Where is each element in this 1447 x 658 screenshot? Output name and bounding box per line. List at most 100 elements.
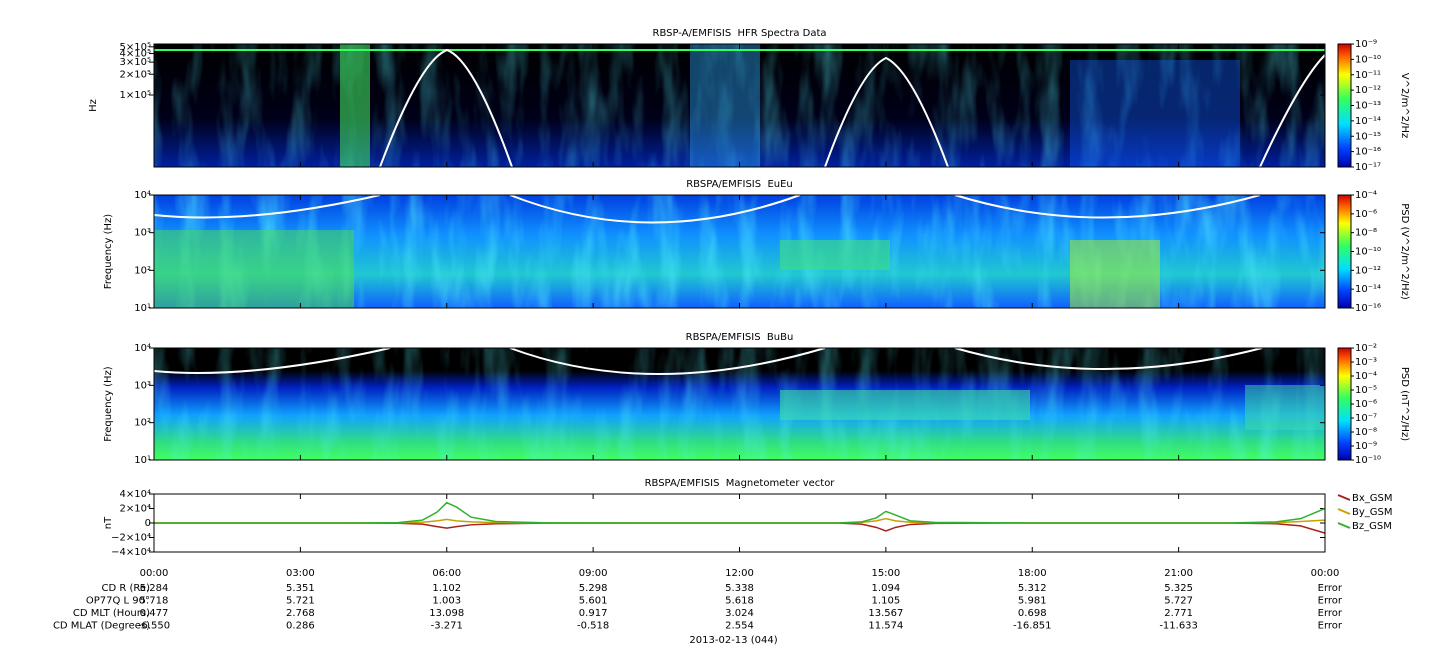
colorbar-tick-label: 10⁻⁷ (1355, 413, 1377, 424)
y-axis-label: Frequency (Hz) (103, 366, 114, 442)
x-tick-label: 15:00 (871, 568, 900, 579)
colorbar-tick-label: 10⁻¹² (1355, 265, 1381, 276)
cell: 2.771 (1164, 608, 1193, 619)
cell: 5.312 (1018, 583, 1047, 594)
x-tick-label: 18:00 (1018, 568, 1047, 579)
cell: 11.574 (868, 621, 903, 632)
colorbar-label: PSD (nT^2/Hz) (1399, 367, 1410, 441)
panel-title: RBSPA/EMFISIS EuEu (686, 179, 793, 190)
cell: 5.981 (1018, 596, 1047, 607)
colorbar-tick-label: 10⁻¹⁶ (1355, 303, 1381, 314)
cell: -11.633 (1159, 621, 1198, 632)
colorbar-tick-label: 10⁻¹⁰ (1355, 247, 1381, 258)
y-tick-label: 4×10⁴ (120, 489, 151, 500)
colorbar (1337, 347, 1352, 461)
colorbar (1337, 194, 1352, 309)
y-tick-label: 4×10⁵ (120, 49, 151, 60)
legend-label: Bz_GSM (1352, 521, 1392, 532)
y-tick-label: 10¹ (134, 455, 151, 466)
y-tick-label: 10⁴ (134, 190, 151, 201)
series-line (154, 522, 1326, 534)
cell: 0.477 (140, 608, 169, 619)
y-tick-label: 0 (145, 518, 151, 529)
cell: Error (1318, 583, 1343, 594)
spectrogram-image (153, 347, 1325, 460)
row-label: OP77Q L 90° (86, 596, 150, 607)
colorbar-label: PSD (V^2/m^2/Hz) (1399, 203, 1410, 300)
colorbar-tick-label: 10⁻⁶ (1355, 209, 1377, 220)
colorbar-tick-label: 10⁻¹⁰ (1355, 455, 1381, 466)
y-axis-label: Frequency (Hz) (103, 214, 114, 290)
plot-frame (153, 194, 1326, 309)
cell: 2.554 (725, 621, 754, 632)
plot-frame (153, 43, 1326, 168)
colorbar-tick-label: 10⁻¹⁵ (1355, 131, 1381, 142)
colorbar-tick-label: 10⁻¹⁷ (1355, 162, 1381, 173)
cell: 5.721 (286, 596, 315, 607)
cell: 1.105 (872, 596, 901, 607)
colorbar (1337, 43, 1352, 168)
colorbar-tick-label: 10⁻¹⁴ (1355, 116, 1381, 127)
cell: 3.024 (725, 608, 754, 619)
cell: 0.698 (1018, 608, 1047, 619)
x-tick-label: 00:00 (140, 568, 169, 579)
colorbar-label: V^2/m^2/Hz (1399, 73, 1410, 139)
cell: 0.286 (286, 621, 315, 632)
x-tick-label: 09:00 (579, 568, 608, 579)
y-tick-label: 10³ (134, 228, 151, 239)
cell: -3.271 (431, 621, 463, 632)
row-label: CD MLAT (Degrees) (53, 621, 150, 632)
y-tick-label: 2×10⁴ (120, 504, 151, 515)
cell: 5.284 (140, 583, 169, 594)
cell: 13.567 (868, 608, 903, 619)
colorbar-tick-label: 10⁻¹³ (1355, 101, 1381, 112)
colorbar-tick-label: 10⁻⁴ (1355, 371, 1377, 382)
y-tick-label: −4×10⁴ (111, 547, 151, 558)
panel-title: RBSP-A/EMFISIS HFR Spectra Data (653, 28, 827, 39)
cell: 5.601 (579, 596, 608, 607)
row-label: CD MLT (Hours) (73, 608, 150, 619)
cell: 0.917 (579, 608, 608, 619)
cell: 2.768 (286, 608, 315, 619)
panel-title: RBSPA/EMFISIS BuBu (686, 332, 794, 343)
plot-frame (153, 493, 1326, 553)
x-tick-label: 21:00 (1164, 568, 1193, 579)
colorbar-tick-label: 10⁻⁶ (1355, 399, 1377, 410)
legend-label: Bx_GSM (1352, 493, 1393, 504)
cell: 5.727 (1164, 596, 1193, 607)
y-tick-label: 2×10⁵ (120, 69, 151, 80)
spectrogram-image (153, 194, 1325, 308)
cell: 5.351 (286, 583, 315, 594)
y-tick-label: 10¹ (134, 303, 151, 314)
colorbar-tick-label: 10⁻⁸ (1355, 228, 1377, 239)
y-tick-label: 10² (134, 418, 151, 429)
colorbar-tick-label: 10⁻² (1355, 343, 1377, 354)
colorbar-tick-label: 10⁻¹² (1355, 85, 1381, 96)
cell: 1.003 (432, 596, 461, 607)
y-axis-label: Hz (88, 99, 99, 112)
cell: 5.618 (725, 596, 754, 607)
y-tick-label: 10² (134, 265, 151, 276)
series-line (154, 501, 1326, 524)
cell: 5.325 (1164, 583, 1193, 594)
y-tick-label: 10⁴ (134, 343, 151, 354)
cell: -0.518 (577, 621, 609, 632)
cell: 5.338 (725, 583, 754, 594)
x-tick-label: 12:00 (725, 568, 754, 579)
legend-label: By_GSM (1352, 507, 1393, 518)
colorbar-tick-label: 10⁻⁹ (1355, 441, 1377, 452)
colorbar-tick-label: 10⁻⁹ (1355, 39, 1377, 50)
x-tick-label: 03:00 (286, 568, 315, 579)
cell: -6.550 (138, 621, 170, 632)
cell: 1.094 (872, 583, 901, 594)
colorbar-tick-label: 10⁻⁸ (1355, 427, 1377, 438)
y-tick-label: 5×10⁵ (120, 42, 151, 53)
y-tick-label: 1×10⁵ (120, 90, 151, 101)
y-axis-label: nT (103, 516, 114, 529)
cell: -16.851 (1013, 621, 1052, 632)
cell: Error (1318, 608, 1343, 619)
colorbar-tick-label: 10⁻⁵ (1355, 385, 1377, 396)
plot-frame (153, 347, 1326, 461)
cell: 5.718 (140, 596, 169, 607)
y-tick-label: 3×10⁵ (120, 57, 151, 68)
